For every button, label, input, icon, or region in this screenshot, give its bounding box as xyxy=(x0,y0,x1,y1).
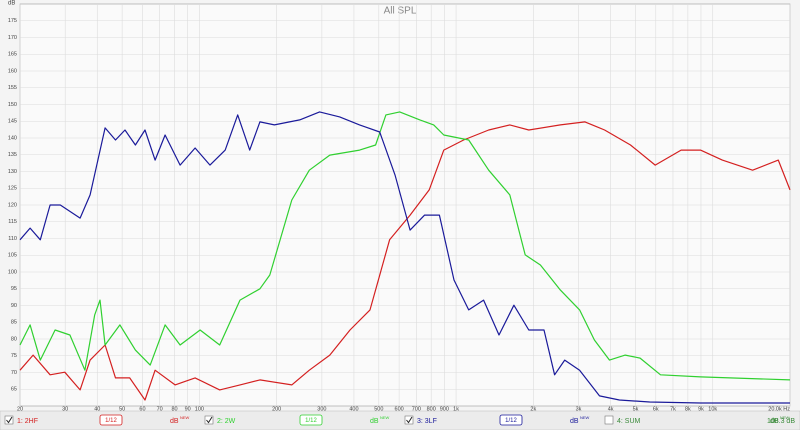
unit-label: dB xyxy=(170,418,179,425)
unit-label: dB xyxy=(770,418,779,425)
y-tick-label: 165 xyxy=(8,52,17,58)
x-tick-label: 100 xyxy=(195,406,204,412)
x-tick-label: 30 xyxy=(62,406,68,412)
unit-label: dB xyxy=(570,418,579,425)
smoothing-box[interactable] xyxy=(99,414,123,426)
y-tick-label: 140 xyxy=(8,135,17,141)
smoothing-box[interactable] xyxy=(299,414,323,426)
x-tick-label: 7k xyxy=(670,406,676,412)
x-tick-label: 40 xyxy=(94,406,100,412)
y-tick-label: 85 xyxy=(11,320,17,326)
legend-checkbox[interactable] xyxy=(604,415,614,425)
y-tick-label: 125 xyxy=(8,186,17,192)
x-tick-label: 700 xyxy=(412,406,421,412)
x-tick-label: 600 xyxy=(395,406,404,412)
x-tick-label: 80 xyxy=(171,406,177,412)
x-tick-label: 1k xyxy=(453,406,459,412)
x-tick-label: 9k xyxy=(698,406,704,412)
x-tick-label: 800 xyxy=(427,406,436,412)
y-tick-label: 160 xyxy=(8,68,17,74)
unit-tag: NEW xyxy=(780,415,790,420)
y-tick-label: 75 xyxy=(11,353,17,359)
x-tick-label: 60 xyxy=(139,406,145,412)
y-tick-label: 70 xyxy=(11,370,17,376)
legend-bar xyxy=(0,410,800,430)
checkmark xyxy=(6,416,13,424)
y-tick-label: 130 xyxy=(8,169,17,175)
smoothing-label: 1/12 xyxy=(105,418,117,424)
x-tick-label: 70 xyxy=(157,406,163,412)
series-line xyxy=(19,111,790,404)
legend-label: 2: 2W xyxy=(217,418,236,425)
y-tick-label: 100 xyxy=(8,269,17,275)
y-tick-label: 80 xyxy=(11,336,17,342)
x-tick-label: 20 xyxy=(17,406,23,412)
x-tick-label: 2k xyxy=(530,406,536,412)
legend-label: 3: 3LF xyxy=(417,418,437,425)
y-tick-label: 95 xyxy=(11,286,17,292)
x-tick-label: 3k xyxy=(576,406,582,412)
y-tick-label: 150 xyxy=(8,102,17,108)
series-line xyxy=(19,111,791,381)
y-axis-label: dB xyxy=(8,1,15,7)
smoothing-box[interactable] xyxy=(499,414,523,426)
unit-tag: NEW xyxy=(580,415,590,420)
x-tick-label: 50 xyxy=(119,406,125,412)
smoothing-label: 1/12 xyxy=(505,418,517,424)
chart-title: All SPL xyxy=(384,6,417,17)
legend-label: 1: 2HF xyxy=(17,418,38,425)
x-tick-label: 4k xyxy=(608,406,614,412)
checkmark xyxy=(206,416,213,424)
y-tick-label: 145 xyxy=(8,119,17,125)
x-tick-label: 400 xyxy=(349,406,358,412)
y-tick-label: 120 xyxy=(8,202,17,208)
y-tick-label: 110 xyxy=(8,236,17,242)
x-tick-label: 5k xyxy=(633,406,639,412)
x-tick-label: 20.0k Hz xyxy=(768,406,790,412)
readout: 108.3 dB xyxy=(767,418,795,425)
x-tick-label: 200 xyxy=(272,406,281,412)
x-tick-label: 6k xyxy=(653,406,659,412)
legend-checkbox[interactable] xyxy=(4,415,14,425)
x-tick-label: 90 xyxy=(185,406,191,412)
checkmark xyxy=(406,416,413,424)
unit-tag: NEW xyxy=(380,415,390,420)
unit-label: dB xyxy=(370,418,379,425)
y-tick-label: 115 xyxy=(8,219,17,225)
y-tick-label: 65 xyxy=(11,387,17,393)
y-tick-label: 135 xyxy=(8,152,17,158)
unit-tag: NEW xyxy=(180,415,190,420)
y-tick-label: 90 xyxy=(11,303,17,309)
y-tick-label: 175 xyxy=(8,18,17,24)
x-tick-label: 300 xyxy=(317,406,326,412)
legend-label: 4: SUM xyxy=(617,418,641,425)
x-tick-label: 8k xyxy=(685,406,691,412)
x-tick-label: 10k xyxy=(708,406,717,412)
series-line xyxy=(19,121,791,401)
y-tick-label: 155 xyxy=(8,85,17,91)
legend-checkbox[interactable] xyxy=(404,415,414,425)
legend-checkbox[interactable] xyxy=(204,415,214,425)
smoothing-label: 1/12 xyxy=(305,418,317,424)
y-tick-label: 170 xyxy=(8,35,17,41)
x-tick-label: 900 xyxy=(440,406,449,412)
y-tick-label: 105 xyxy=(8,253,17,259)
x-tick-label: 500 xyxy=(374,406,383,412)
